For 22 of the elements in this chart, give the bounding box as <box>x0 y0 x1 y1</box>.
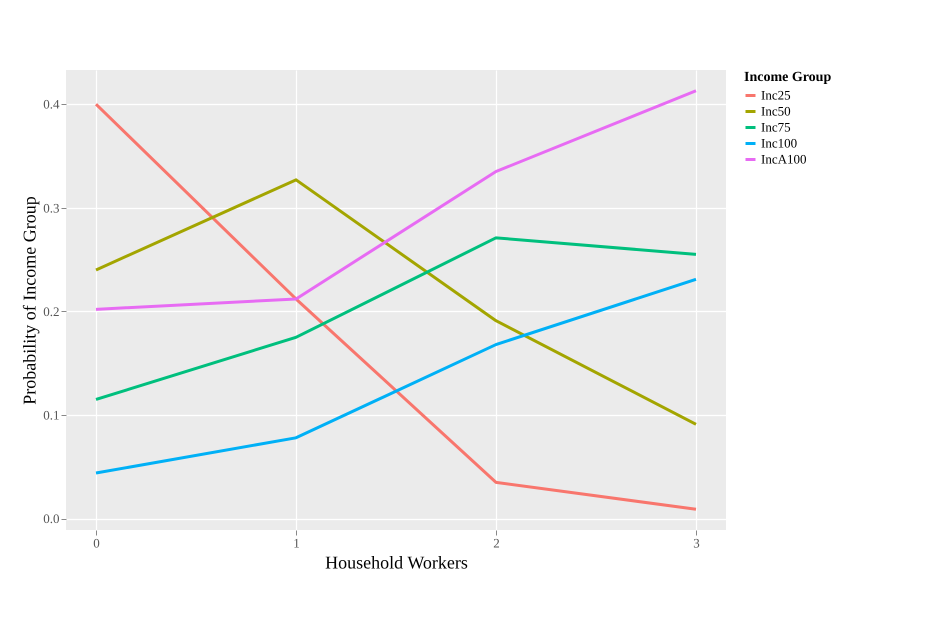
legend-title: Income Group <box>744 70 832 85</box>
x-tick-label: 1 <box>293 536 300 550</box>
legend-label: Inc75 <box>761 120 791 134</box>
legend-label: IncA100 <box>761 152 806 166</box>
x-tick-label: 3 <box>693 536 700 550</box>
x-tick-label: 2 <box>493 536 500 550</box>
line-series <box>94 178 698 426</box>
line-series <box>94 278 698 475</box>
x-tick-label: 0 <box>93 536 100 550</box>
legend-label: Inc25 <box>761 88 791 102</box>
line-series <box>94 89 698 311</box>
legend-label: Inc50 <box>761 104 791 118</box>
legend-label: Inc100 <box>761 136 798 150</box>
y-axis-title: Probability of Income Group <box>19 196 40 405</box>
x-axis-title: Household Workers <box>325 552 468 572</box>
y-tick-label: 0.2 <box>43 304 60 319</box>
line-series <box>94 236 698 401</box>
y-tick-label: 0.3 <box>43 200 60 216</box>
line-series <box>94 102 698 511</box>
y-tick-label: 0.0 <box>43 511 60 526</box>
y-tick-label: 0.1 <box>43 408 60 422</box>
y-tick-label: 0.4 <box>43 96 60 112</box>
